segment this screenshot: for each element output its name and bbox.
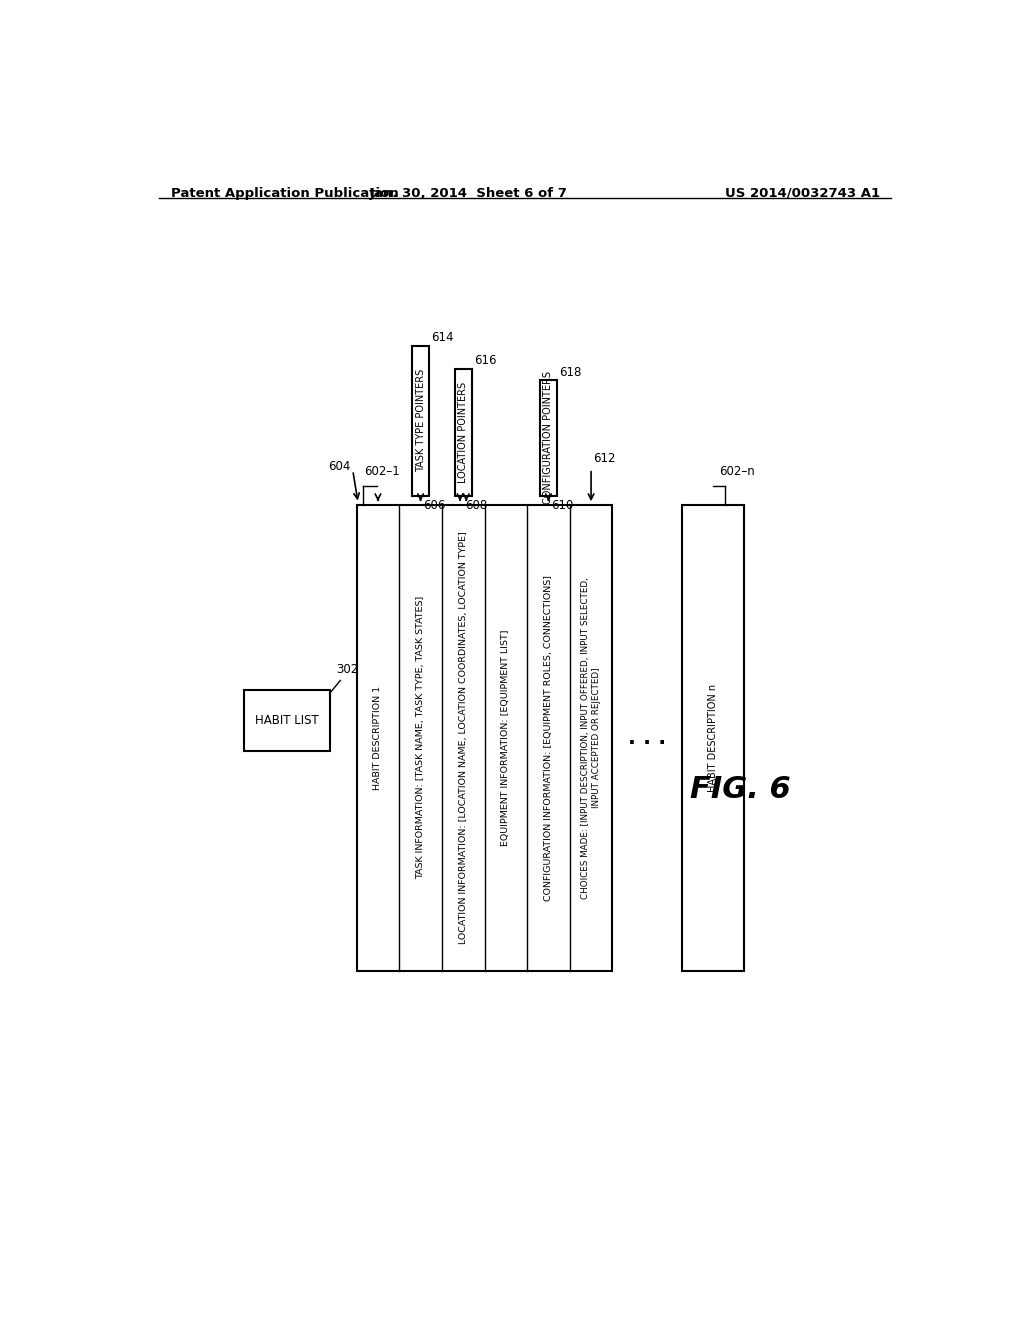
Text: TASK INFORMATION: [TASK NAME, TASK TYPE, TASK STATES]: TASK INFORMATION: [TASK NAME, TASK TYPE,… bbox=[416, 597, 425, 879]
Text: 618: 618 bbox=[559, 366, 582, 379]
Text: HABIT DESCRIPTION n: HABIT DESCRIPTION n bbox=[709, 684, 718, 792]
Text: HABIT DESCRIPTION 1: HABIT DESCRIPTION 1 bbox=[374, 686, 382, 789]
Text: CONFIGURATION INFORMATION: [EQUIPMENT ROLES, CONNECTIONS]: CONFIGURATION INFORMATION: [EQUIPMENT RO… bbox=[544, 574, 553, 900]
Bar bbox=[412, 346, 429, 496]
Text: 610: 610 bbox=[551, 499, 573, 512]
Text: CHOICES MADE: [INPUT DESCRIPTION, INPUT OFFERED, INPUT SELECTED,
INPUT ACCEPTED : CHOICES MADE: [INPUT DESCRIPTION, INPUT … bbox=[582, 577, 601, 899]
Text: 602–1: 602–1 bbox=[365, 465, 400, 478]
Text: FIG. 6: FIG. 6 bbox=[690, 775, 791, 804]
Text: US 2014/0032743 A1: US 2014/0032743 A1 bbox=[725, 187, 880, 199]
Text: 302: 302 bbox=[336, 663, 358, 676]
Text: CONFIGURATION POINTERS: CONFIGURATION POINTERS bbox=[544, 371, 553, 504]
Text: LOCATION INFORMATION: [LOCATION NAME, LOCATION COORDINATES, LOCATION TYPE]: LOCATION INFORMATION: [LOCATION NAME, LO… bbox=[459, 532, 468, 944]
Text: 602–n: 602–n bbox=[719, 465, 755, 478]
Text: LOCATION POINTERS: LOCATION POINTERS bbox=[458, 381, 468, 483]
Bar bbox=[455, 368, 472, 496]
Text: 604: 604 bbox=[328, 459, 350, 473]
Text: 612: 612 bbox=[593, 451, 615, 465]
Text: 608: 608 bbox=[466, 499, 487, 512]
Text: Jan. 30, 2014  Sheet 6 of 7: Jan. 30, 2014 Sheet 6 of 7 bbox=[370, 187, 568, 199]
Text: 616: 616 bbox=[474, 354, 497, 367]
Bar bbox=[540, 380, 557, 496]
Text: 614: 614 bbox=[431, 331, 454, 345]
Text: Patent Application Publication: Patent Application Publication bbox=[171, 187, 398, 199]
Text: 606: 606 bbox=[423, 499, 445, 512]
Bar bbox=[245, 689, 330, 751]
Bar bbox=[682, 506, 744, 970]
Bar bbox=[356, 506, 612, 970]
Text: EQUIPMENT INFORMATION: [EQUIPMENT LIST]: EQUIPMENT INFORMATION: [EQUIPMENT LIST] bbox=[502, 630, 510, 846]
Text: HABIT LIST: HABIT LIST bbox=[255, 714, 318, 727]
Text: . . .: . . . bbox=[628, 727, 667, 748]
Text: TASK TYPE POINTERS: TASK TYPE POINTERS bbox=[416, 370, 426, 473]
